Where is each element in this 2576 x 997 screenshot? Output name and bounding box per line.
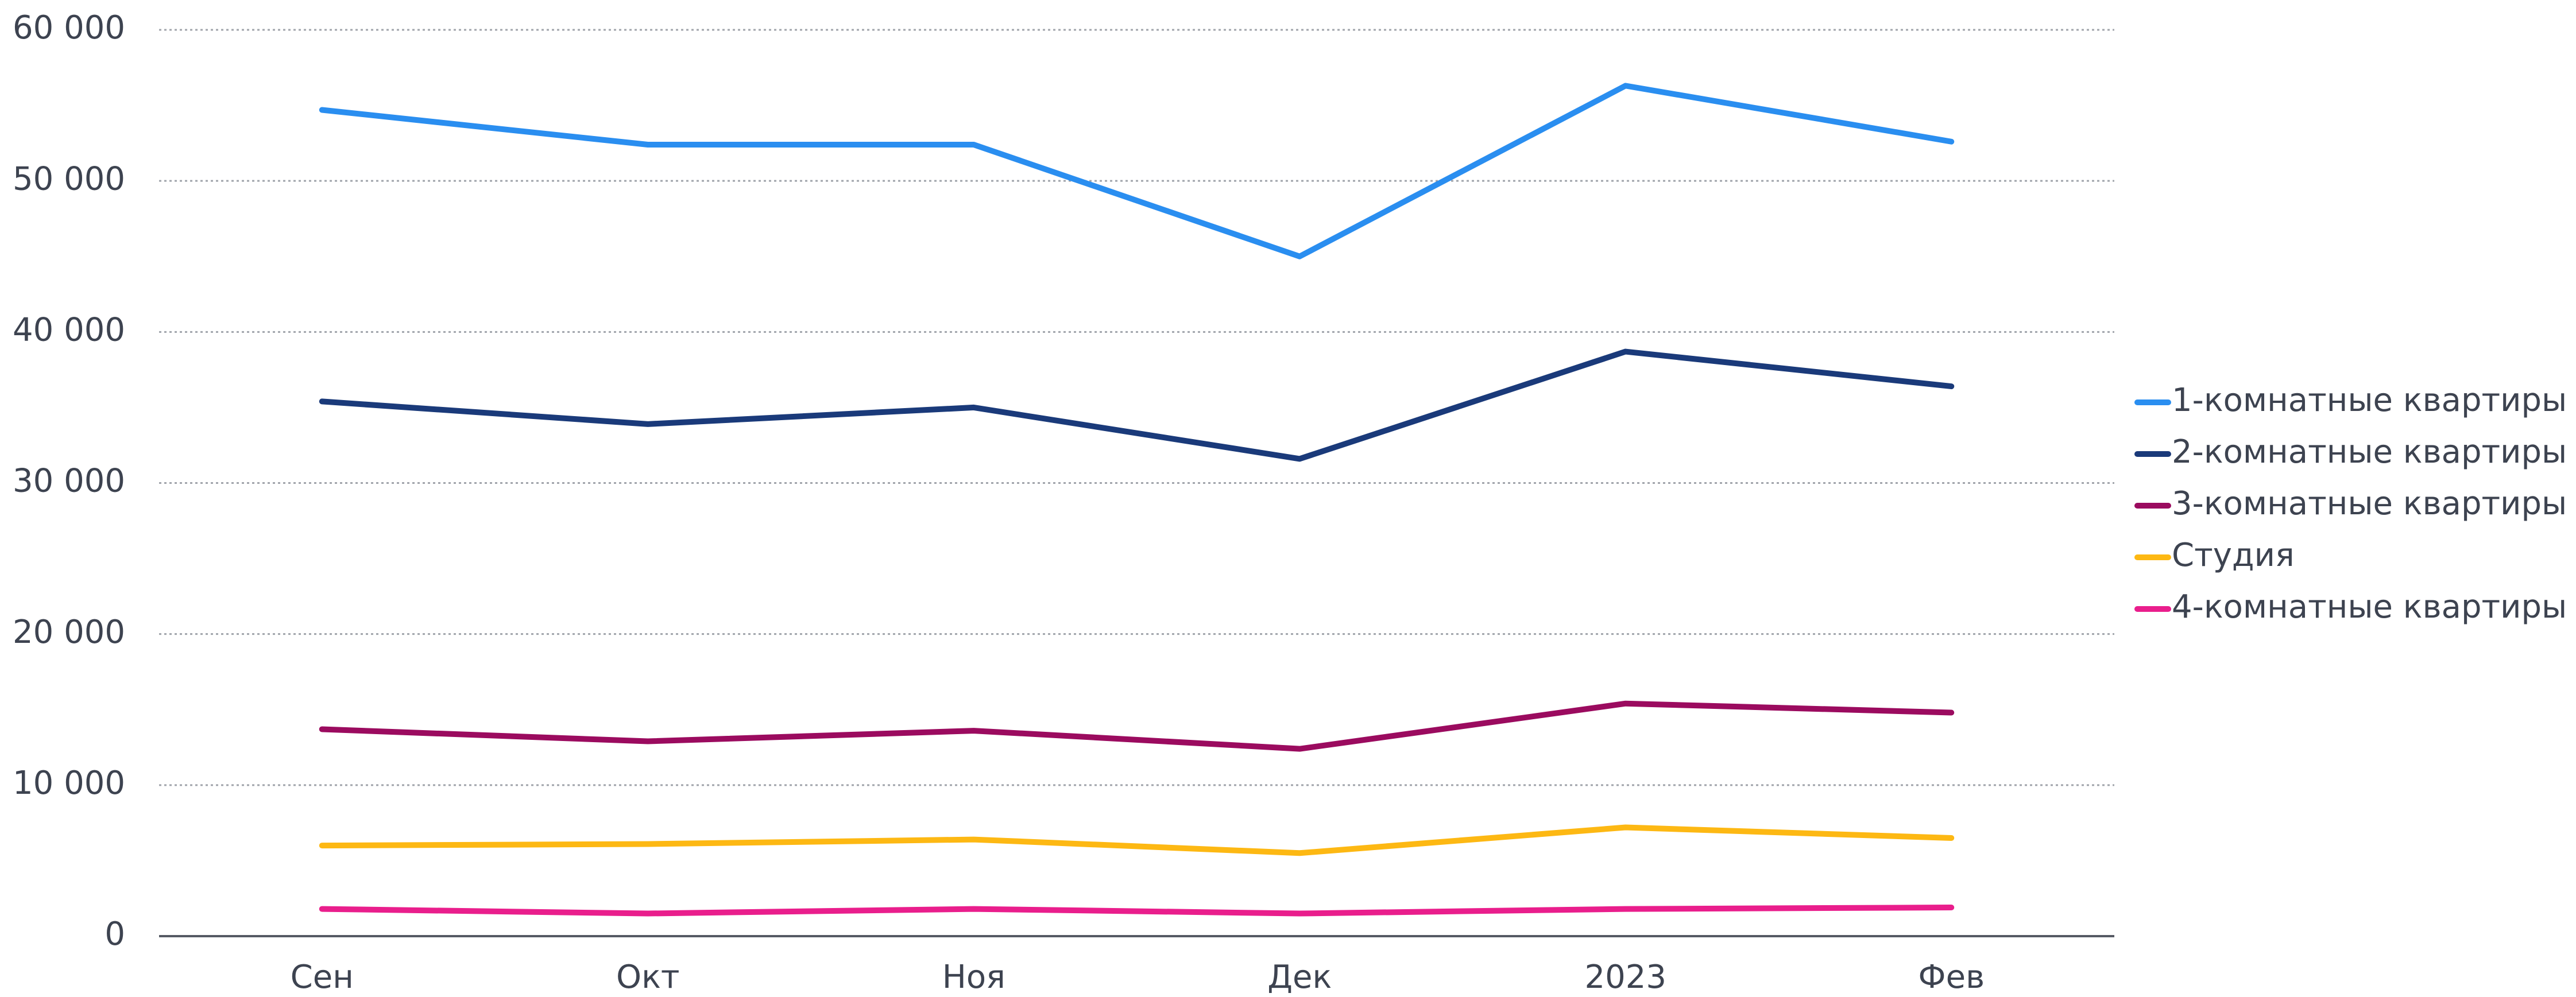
y-tick-label: 0	[105, 915, 125, 953]
y-tick-label: 60 000	[13, 9, 125, 46]
x-tick-label: 2023	[1584, 959, 1666, 996]
legend-label: 1-комнатные квартиры	[2172, 382, 2567, 419]
x-tick-label: Фев	[1918, 959, 1985, 996]
x-tick-label: Ноя	[942, 959, 1005, 996]
x-tick-label: Окт	[616, 959, 680, 996]
y-tick-label: 20 000	[13, 614, 125, 651]
y-tick-label: 40 000	[13, 311, 125, 348]
legend-label: 3-комнатные квартиры	[2172, 485, 2567, 522]
legend-label: Студия	[2172, 537, 2295, 574]
x-tick-label: Дек	[1267, 959, 1332, 996]
legend-label: 2-комнатные квартиры	[2172, 433, 2567, 471]
series-line	[319, 905, 1955, 917]
y-tick-label: 50 000	[13, 160, 125, 197]
y-tick-label: 10 000	[13, 765, 125, 802]
x-tick-label: Сен	[291, 959, 354, 996]
y-tick-label: 30 000	[13, 463, 125, 500]
series-line	[319, 824, 1955, 856]
legend-label: 4-комнатные квартиры	[2172, 588, 2567, 626]
series-line	[319, 83, 1955, 259]
series-line	[319, 700, 1955, 752]
series-line	[319, 348, 1955, 462]
